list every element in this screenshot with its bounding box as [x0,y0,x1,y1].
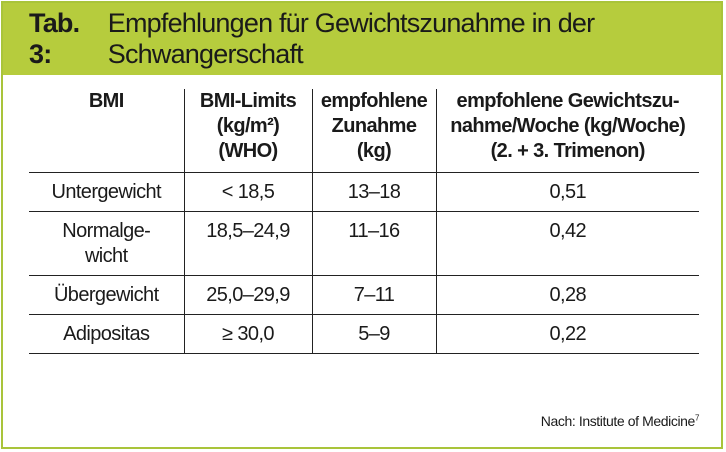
header-bmi: BMI [29,89,184,173]
cell-bmi-limits: ≥ 30,0 [183,314,312,354]
cell-weekly-gain: 0,42 [435,211,699,276]
weight-gain-table: BMI BMI-Limits (kg/m²) (WHO) empfohlene … [29,89,699,354]
cell-recommended-gain: 7–11 [311,275,436,315]
table-row: Normalge- wicht 18,5–24,9 11–16 0,42 [29,211,699,276]
table-title: Empfehlungen für Gewichtszunahme in der … [107,8,595,69]
header-recommended-gain: empfohlene Zunahme (kg) [311,89,436,173]
header-weekly-gain: empfohlene Gewichtszu- nahme/Woche (kg/W… [435,89,699,173]
header-row: BMI BMI-Limits (kg/m²) (WHO) empfohlene … [29,89,699,173]
table-title-bar: Tab. 3: Empfehlungen für Gewichtszunahme… [3,3,721,75]
cell-bmi-category: Adipositas [29,314,184,354]
table-row: Adipositas ≥ 30,0 5–9 0,22 [29,314,699,354]
cell-bmi-category: Übergewicht [29,275,184,315]
source-text: Nach: Institute of Medicine [540,413,696,429]
cell-recommended-gain: 11–16 [311,211,436,276]
table-number: Tab. 3: [29,8,80,69]
cell-weekly-gain: 0,51 [435,172,699,212]
cell-recommended-gain: 5–9 [311,314,436,354]
cell-recommended-gain: 13–18 [311,172,436,212]
cell-bmi-limits: 18,5–24,9 [183,211,312,276]
cell-bmi-category: Untergewicht [29,172,184,212]
source-note: Nach: Institute of Medicine7 [540,413,700,429]
header-bmi-limits: BMI-Limits (kg/m²) (WHO) [183,89,312,173]
cell-bmi-category: Normalge- wicht [29,211,184,276]
cell-weekly-gain: 0,28 [435,275,699,315]
source-reference: 7 [694,413,699,423]
cell-bmi-limits: < 18,5 [183,172,312,212]
cell-weekly-gain: 0,22 [435,314,699,354]
table-row: Untergewicht < 18,5 13–18 0,51 [29,172,699,212]
table-row: Übergewicht 25,0–29,9 7–11 0,28 [29,275,699,315]
cell-bmi-limits: 25,0–29,9 [183,275,312,315]
